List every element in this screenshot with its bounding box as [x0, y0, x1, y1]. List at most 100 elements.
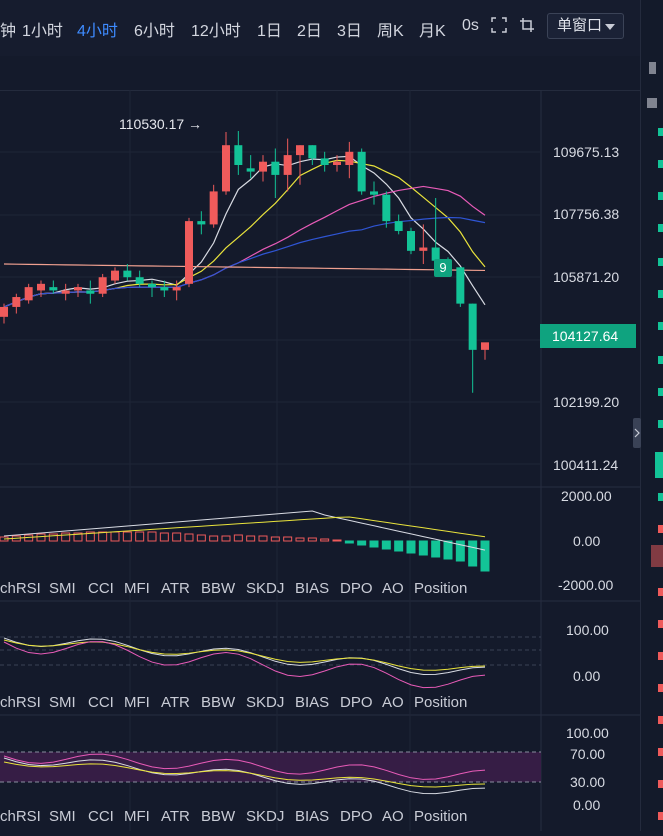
candle-body: [37, 283, 45, 291]
tab-mfi[interactable]: MFI: [124, 808, 150, 825]
panel-collapse-handle[interactable]: [633, 418, 641, 448]
chevron-down-icon: [605, 24, 615, 30]
macd-bar: [283, 536, 293, 542]
macd-panel: [0, 510, 490, 572]
macd-tick: 2000.00: [561, 488, 612, 504]
tab-bias[interactable]: BIAS: [295, 580, 330, 597]
tab-ao[interactable]: AO: [382, 694, 404, 711]
osc2-tick: 30.00: [570, 774, 606, 790]
macd-bar: [381, 540, 391, 550]
td-count-badge: 9: [434, 259, 452, 277]
tab-ao[interactable]: AO: [382, 580, 404, 597]
tab-atr[interactable]: ATR: [161, 808, 190, 825]
tab-bias[interactable]: BIAS: [295, 808, 330, 825]
timeframe-toolbar: 钟 1小时 4小时 6小时 12小时 1日 2日 3日 周K 月K 0s 单窗口: [0, 0, 663, 56]
right-panel-marks: [647, 62, 663, 820]
tab-position[interactable]: Position: [414, 808, 468, 825]
tf-1h[interactable]: 1小时: [22, 23, 63, 40]
tf-month[interactable]: 月K: [419, 23, 446, 40]
tab-smi[interactable]: SMI: [49, 808, 76, 825]
candle-body: [419, 247, 428, 251]
candle-body: [49, 287, 58, 291]
candle-body: [481, 342, 489, 350]
macd-bar: [135, 531, 145, 542]
macd-bar: [184, 533, 194, 542]
tab-bbw[interactable]: BBW: [201, 808, 236, 825]
tab-cci[interactable]: CCI: [88, 808, 114, 825]
candle-body: [12, 297, 21, 307]
macd-dea-line: [3, 516, 486, 540]
tf-week[interactable]: 周K: [377, 23, 404, 40]
osc1-white-line: [3, 637, 486, 676]
candle-body: [259, 161, 267, 172]
tab-position[interactable]: Position: [414, 580, 468, 597]
tab-dpo[interactable]: DPO: [340, 580, 373, 597]
tf-2d[interactable]: 2日: [297, 23, 322, 40]
macd-bar: [455, 540, 465, 562]
tf-minute[interactable]: 钟: [0, 23, 17, 40]
macd-bar: [233, 534, 243, 542]
chart-grid: [0, 90, 640, 831]
candle-body: [185, 221, 193, 284]
tab-bias[interactable]: BIAS: [295, 694, 330, 711]
tab-cci[interactable]: CCI: [88, 694, 114, 711]
tf-1d[interactable]: 1日: [257, 23, 282, 40]
tab-bbw[interactable]: BBW: [201, 580, 236, 597]
tab-cci[interactable]: CCI: [88, 580, 114, 597]
tab-atr[interactable]: ATR: [161, 694, 190, 711]
candle-body: [357, 151, 366, 192]
tf-6h[interactable]: 6小时: [134, 23, 175, 40]
candle-body: [74, 287, 82, 291]
tab-skdj[interactable]: SKDJ: [246, 694, 285, 711]
tab-dpo[interactable]: DPO: [340, 808, 373, 825]
tab-atr[interactable]: ATR: [161, 580, 190, 597]
candle-body: [234, 145, 243, 166]
tab-skdj[interactable]: SKDJ: [246, 580, 285, 597]
indicator-tabs-row-2: chRSI SMI CCI MFI ATR BBW SKDJ BIAS DPO …: [0, 694, 540, 712]
tf-4h[interactable]: 4小时: [77, 23, 118, 40]
macd-bar: [36, 533, 46, 542]
candle-body: [209, 191, 218, 225]
macd-bar: [209, 535, 219, 542]
tab-chrsi[interactable]: chRSI: [0, 580, 41, 597]
candle-body: [456, 267, 465, 304]
current-price-label: 104127.64: [540, 324, 636, 348]
macd-bar: [406, 540, 416, 554]
tab-skdj[interactable]: SKDJ: [246, 808, 285, 825]
tab-chrsi[interactable]: chRSI: [0, 694, 41, 711]
macd-bar: [295, 537, 305, 542]
osc2-tick: 0.00: [573, 797, 601, 813]
macd-bar: [270, 536, 280, 542]
moving-averages: [3, 155, 486, 308]
macd-bar: [468, 540, 478, 567]
macd-bar: [61, 532, 71, 542]
tab-smi[interactable]: SMI: [49, 694, 76, 711]
macd-bar: [320, 538, 330, 542]
tab-smi[interactable]: SMI: [49, 580, 76, 597]
screenshot-icon[interactable]: [517, 16, 537, 36]
tab-mfi[interactable]: MFI: [124, 694, 150, 711]
tab-mfi[interactable]: MFI: [124, 580, 150, 597]
fullscreen-icon[interactable]: [489, 16, 509, 36]
price-tick: 105871.20: [553, 269, 620, 285]
candle-body: [61, 290, 70, 294]
tf-seconds[interactable]: 0s: [462, 17, 479, 34]
tab-position[interactable]: Position: [414, 694, 468, 711]
tf-12h[interactable]: 12小时: [191, 23, 241, 40]
tab-ao[interactable]: AO: [382, 808, 404, 825]
tf-3d[interactable]: 3日: [337, 23, 362, 40]
macd-bar: [172, 532, 182, 542]
chart-area: [0, 90, 640, 831]
macd-bar: [258, 535, 268, 542]
window-mode-dropdown[interactable]: 单窗口: [547, 13, 624, 39]
indicator-tabs-row-3: chRSI SMI CCI MFI ATR BBW SKDJ BIAS DPO …: [0, 808, 540, 826]
tab-bbw[interactable]: BBW: [201, 694, 236, 711]
macd-bar: [332, 539, 342, 542]
price-tick: 107756.38: [553, 206, 620, 222]
tab-dpo[interactable]: DPO: [340, 694, 373, 711]
osc2-yellow-line: [3, 761, 486, 788]
candle-body: [382, 194, 391, 222]
ma-white-line: [3, 155, 486, 308]
macd-tick: 0.00: [573, 533, 601, 549]
tab-chrsi[interactable]: chRSI: [0, 808, 41, 825]
